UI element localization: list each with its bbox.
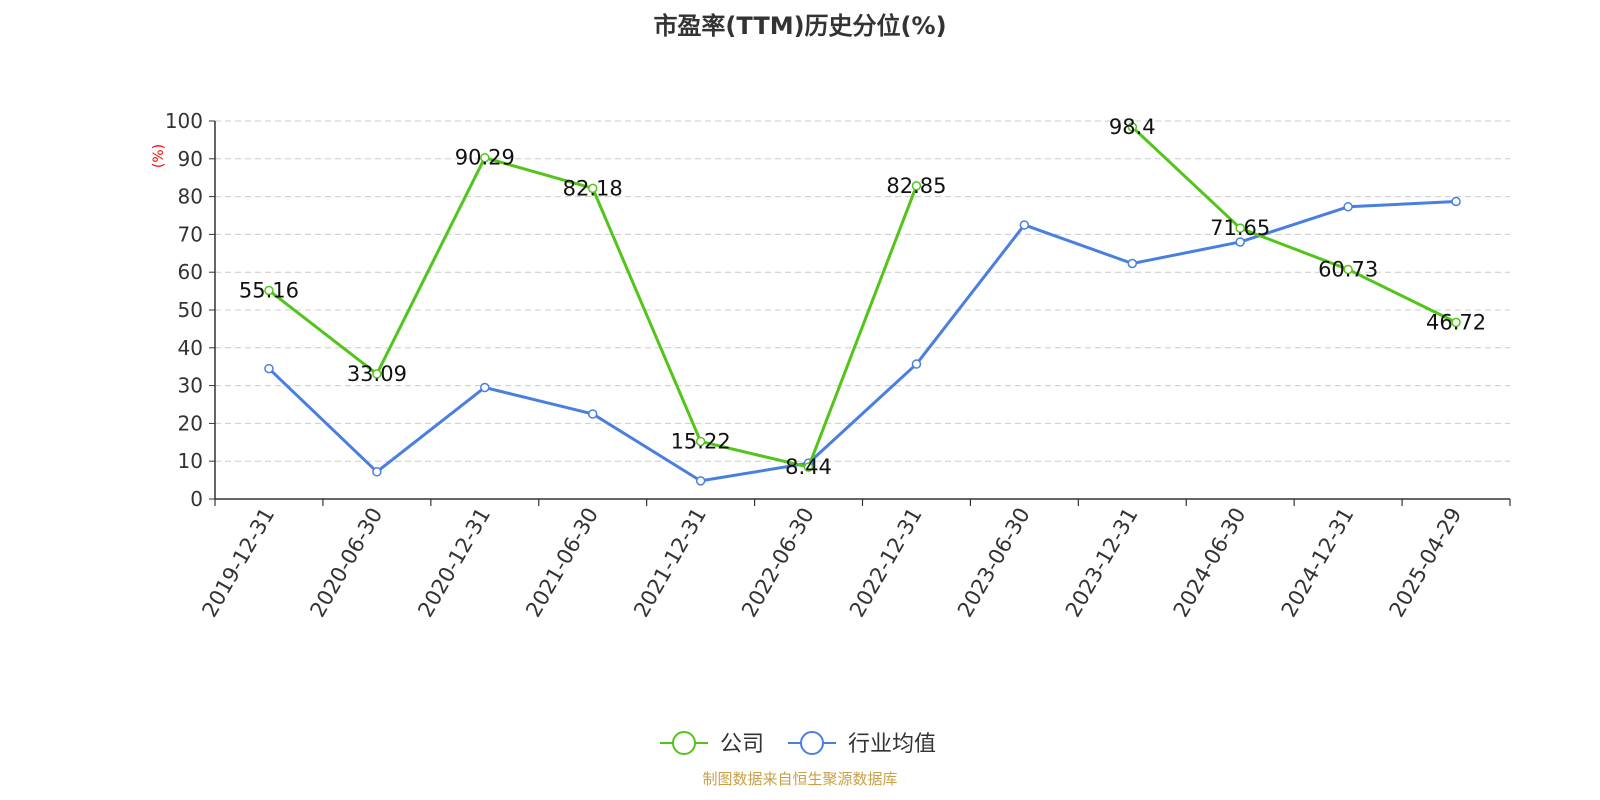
x-tick-label: 2023-12-31 <box>1061 504 1143 622</box>
y-axis-label: (%) <box>151 144 167 168</box>
data-label: 98.4 <box>1109 115 1156 139</box>
x-tick-label: 2020-06-30 <box>305 504 387 622</box>
data-point[interactable] <box>480 382 490 393</box>
y-tick-label: 60 <box>178 260 203 284</box>
x-tick-label: 2024-12-31 <box>1277 504 1359 622</box>
y-tick-label: 90 <box>178 147 203 171</box>
series-line-0-seg-1 <box>1131 125 1457 324</box>
legend-marker <box>672 731 696 755</box>
data-point[interactable] <box>1235 237 1245 247</box>
data-label: 90.29 <box>455 146 515 170</box>
x-tick-label: 2022-06-30 <box>737 504 819 622</box>
data-label: 60.73 <box>1318 257 1378 281</box>
x-tick-label: 2020-12-31 <box>413 504 495 622</box>
y-tick-label: 100 <box>165 109 203 133</box>
data-point[interactable] <box>480 152 490 163</box>
data-point[interactable] <box>587 183 598 194</box>
data-labels: 55.16 33.09 90.29 82.18 15.22 8.44 82.85 98.4 71… <box>239 115 1486 479</box>
data-point[interactable] <box>1127 258 1138 269</box>
source-footer: 制图数据来自恒生聚源数据库 <box>702 770 898 788</box>
data-point[interactable] <box>1235 223 1245 233</box>
chart-svg: 0 10 20 30 40 50 60 70 80 90 100 (%) 2019-12-31 2020-… <box>151 109 1511 757</box>
data-label: 15.22 <box>671 429 731 453</box>
legend-item-1[interactable]: 行业均值 <box>788 731 936 757</box>
data-point[interactable] <box>911 359 922 369</box>
series-lines <box>264 122 1461 486</box>
y-tick-label: 40 <box>178 336 203 360</box>
data-point[interactable] <box>1343 264 1353 275</box>
x-tick-label: 2025-04-29 <box>1385 504 1467 622</box>
x-tick-label: 2021-06-30 <box>521 504 603 622</box>
data-point[interactable] <box>1451 196 1461 207</box>
legend-marker <box>800 731 824 755</box>
x-tick-label: 2023-06-30 <box>953 504 1035 622</box>
y-tick-label: 30 <box>178 374 203 398</box>
data-point[interactable] <box>264 285 274 296</box>
y-tick-label: 80 <box>178 185 203 209</box>
data-point[interactable] <box>372 369 382 379</box>
y-tick-label: 0 <box>190 487 203 511</box>
legend-label: 公司 <box>720 732 764 757</box>
data-label: 33.09 <box>347 362 407 386</box>
y-tick-label: 10 <box>178 449 203 473</box>
data-label: 82.18 <box>563 176 623 200</box>
data-point[interactable] <box>1019 220 1030 230</box>
data-label: 82.85 <box>886 174 946 198</box>
data-point[interactable] <box>1127 122 1138 132</box>
data-label: 46.72 <box>1426 310 1486 334</box>
legend: 公司 行业均值 <box>660 731 936 757</box>
x-tick-label: 2022-12-31 <box>845 504 927 622</box>
data-point[interactable] <box>695 476 706 486</box>
data-label: 71.65 <box>1210 216 1270 240</box>
data-point[interactable] <box>587 409 598 419</box>
data-point[interactable] <box>264 363 274 374</box>
data-point[interactable] <box>911 181 922 191</box>
x-tick-label: 2024-06-30 <box>1169 504 1251 622</box>
data-point[interactable] <box>1343 202 1353 212</box>
chart-title: 市盈率(TTM)历史分位(%) <box>653 12 947 40</box>
legend-label: 行业均值 <box>848 732 936 757</box>
data-point[interactable] <box>1451 317 1461 328</box>
data-label: 55.16 <box>239 278 299 302</box>
grid-lines <box>215 120 1510 462</box>
data-point[interactable] <box>803 462 814 472</box>
data-label: 8.44 <box>785 455 832 479</box>
y-tick-label: 20 <box>178 411 203 435</box>
x-tick-label: 2019-12-31 <box>197 504 279 622</box>
y-tick-label: 70 <box>178 222 203 246</box>
data-point[interactable] <box>695 436 706 447</box>
series-line-0-seg-0 <box>268 156 918 469</box>
x-tick-label: 2021-12-31 <box>629 504 711 622</box>
legend-item-0[interactable]: 公司 <box>660 731 764 757</box>
data-point[interactable] <box>372 467 382 477</box>
y-tick-label: 50 <box>178 298 203 322</box>
